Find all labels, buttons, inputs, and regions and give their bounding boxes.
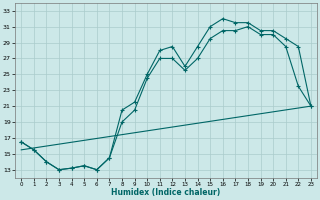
X-axis label: Humidex (Indice chaleur): Humidex (Indice chaleur) [111, 188, 221, 197]
